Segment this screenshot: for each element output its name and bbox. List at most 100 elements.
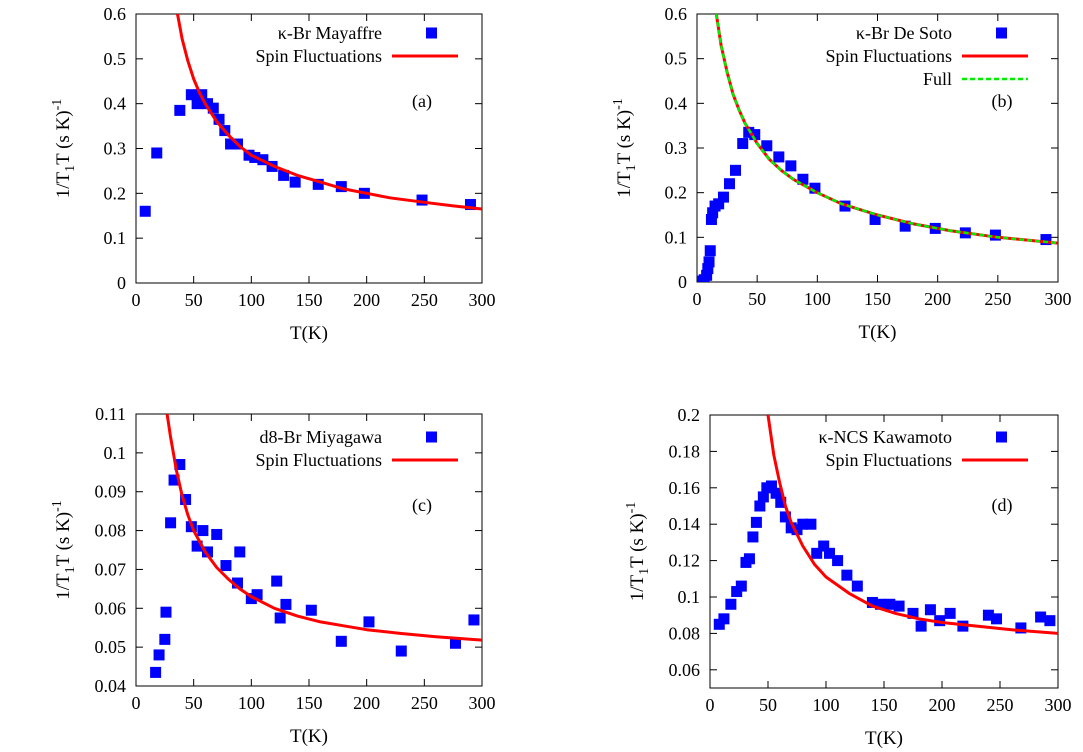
y-tick-label: 0.4 [665,93,688,113]
data-point [1044,615,1056,627]
data-point [191,540,203,552]
legend-label: Spin Fluctuations [825,450,952,470]
y-tick-label: 0.5 [104,49,127,69]
data-point [989,229,1001,241]
x-tick-label: 150 [296,290,323,310]
x-axis-label: T(K) [290,726,328,747]
data-point [735,580,747,592]
data-point [750,516,762,528]
y-tick-label: 0.6 [665,4,688,24]
data-point [743,126,755,138]
data-point [884,598,896,610]
legend: d8-Br Miyagawa Spin Fluctuations [255,427,458,470]
data-point [211,528,223,540]
y-axis-label: 1/T1T (s K)-1 [50,99,78,199]
x-tick-label: 250 [984,289,1011,309]
legend-label: κ-Br Mayaffre [278,23,382,43]
x-axis-label: T(K) [865,728,903,749]
x-tick-label: 100 [813,695,840,715]
legend: κ-Br Mayaffre Spin Fluctuations [255,23,458,66]
x-tick-label: 250 [411,693,438,713]
chart-panel-2: 0 50 100 150 200 250 300 0 0.1 0.2 0.3 0.4 0.5 0.6 T(K… [611,4,1072,343]
y-tick-label: 0.5 [665,49,688,69]
y-tick-label: 0.6 [104,4,127,24]
data-point [701,269,713,281]
y-tick-label: 0.2 [104,183,127,203]
chart-panel-4: 0 50 100 150 200 250 300 0.06 0.08 0.1 0.12 0.14 0.1… [624,405,1072,749]
data-point [899,220,911,232]
data-point [718,613,730,625]
data-point [770,487,782,499]
data-point [773,151,785,163]
data-point [775,496,787,508]
legend: κ-Br De Soto Spin Fluctuations Full [825,23,1028,89]
y-tick-label: 0.06 [669,660,701,680]
data-point [468,614,480,626]
data-point [251,589,263,601]
data-point [832,555,844,567]
data-point [982,609,994,621]
fit-curve [165,414,482,642]
data-point [160,606,172,618]
data-point [464,199,476,211]
data-point [702,263,714,275]
x-axis-label: T(K) [859,322,897,343]
data-point [761,140,773,152]
y-tick-label: 0 [117,273,126,293]
y-tick-label: 0.08 [669,623,701,643]
data-point [191,98,203,110]
data-point [1040,234,1052,246]
data-point [278,169,290,181]
y-axis-label: 1/T1T (s K)-1 [624,502,652,602]
legend-label: κ-Br De Soto [856,23,952,43]
data-point [174,104,186,116]
data-point [151,147,163,159]
x-tick-label: 150 [871,695,898,715]
data-point [785,160,797,172]
data-point [797,173,809,185]
data-point [220,560,232,572]
y-tick-label: 0.1 [665,227,688,247]
legend-label: Spin Fluctuations [255,46,382,66]
data-point [225,138,237,150]
data-point [207,102,219,114]
data-point [150,666,162,678]
y-tick-label: 0.11 [95,404,126,424]
data-point [197,525,209,537]
data-point [707,207,719,219]
data-point [335,181,347,193]
x-tick-label: 300 [469,693,496,713]
x-tick-label: 50 [748,289,766,309]
y-tick-label: 0 [678,272,687,292]
fit-curve [176,14,482,211]
x-tick-label: 50 [759,695,777,715]
data-point [1015,622,1027,634]
legend: κ-NCS Kawamoto Spin Fluctuations [818,427,1028,470]
data-point [851,580,863,592]
panel-label: (d) [992,495,1013,516]
legend-label: Spin Fluctuations [255,450,382,470]
fit-curve-dashed [715,14,1058,245]
data-point [841,569,853,581]
data-point [723,178,735,190]
data-point [202,546,214,558]
x-tick-label: 50 [185,693,203,713]
data-point [749,129,761,141]
y-axis-label: 1/T1T (s K)-1 [50,500,78,600]
plot-area [150,414,482,678]
data-point [805,518,817,530]
y-tick-label: 0.08 [95,521,127,541]
y-tick-label: 0.07 [95,559,127,579]
x-tick-label: 0 [693,289,702,309]
data-point [168,474,180,486]
x-tick-label: 200 [929,695,956,715]
x-tick-label: 200 [353,290,380,310]
x-tick-label: 100 [804,289,831,309]
data-point [823,547,835,559]
data-point [245,593,257,605]
x-tick-label: 0 [132,693,141,713]
x-tick-label: 200 [353,693,380,713]
x-tick-label: 300 [1045,289,1072,309]
data-point [159,633,171,645]
data-point [312,178,324,190]
